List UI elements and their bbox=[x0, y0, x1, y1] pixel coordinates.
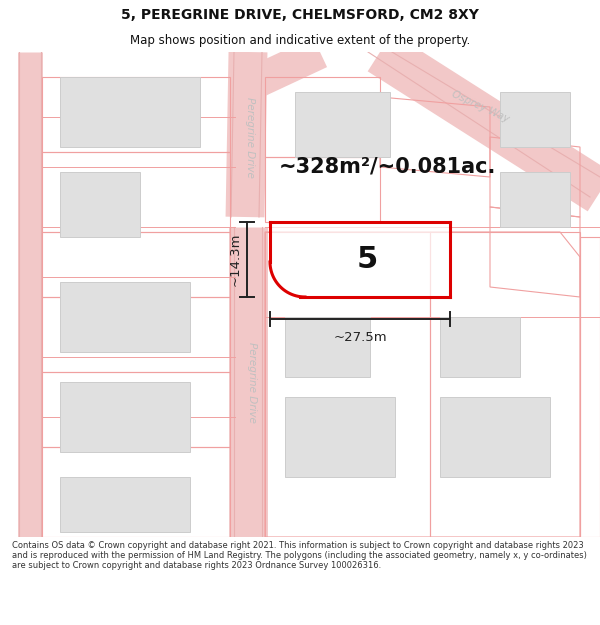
Text: 5, PEREGRINE DRIVE, CHELMSFORD, CM2 8XY: 5, PEREGRINE DRIVE, CHELMSFORD, CM2 8XY bbox=[121, 8, 479, 21]
Text: ~14.3m: ~14.3m bbox=[229, 232, 242, 286]
Polygon shape bbox=[270, 222, 450, 297]
Bar bbox=[500, 172, 570, 227]
Text: Osprey Way: Osprey Way bbox=[449, 89, 511, 124]
Bar bbox=[285, 317, 370, 377]
Bar bbox=[60, 282, 190, 352]
Bar bbox=[440, 397, 550, 477]
Text: ~27.5m: ~27.5m bbox=[333, 331, 387, 344]
Bar bbox=[440, 317, 520, 377]
Text: Contains OS data © Crown copyright and database right 2021. This information is : Contains OS data © Crown copyright and d… bbox=[12, 541, 587, 571]
Text: 5: 5 bbox=[357, 245, 378, 274]
Text: Peregrine Drive: Peregrine Drive bbox=[247, 341, 257, 422]
Bar bbox=[60, 77, 200, 147]
Bar bbox=[60, 172, 140, 237]
Bar bbox=[285, 397, 395, 477]
Bar bbox=[295, 92, 390, 157]
Bar bbox=[60, 477, 190, 532]
Bar bbox=[60, 382, 190, 452]
Text: Map shows position and indicative extent of the property.: Map shows position and indicative extent… bbox=[130, 34, 470, 47]
Text: ~328m²/~0.081ac.: ~328m²/~0.081ac. bbox=[279, 157, 496, 177]
Text: Peregrine Drive: Peregrine Drive bbox=[245, 96, 255, 178]
Bar bbox=[500, 92, 570, 147]
